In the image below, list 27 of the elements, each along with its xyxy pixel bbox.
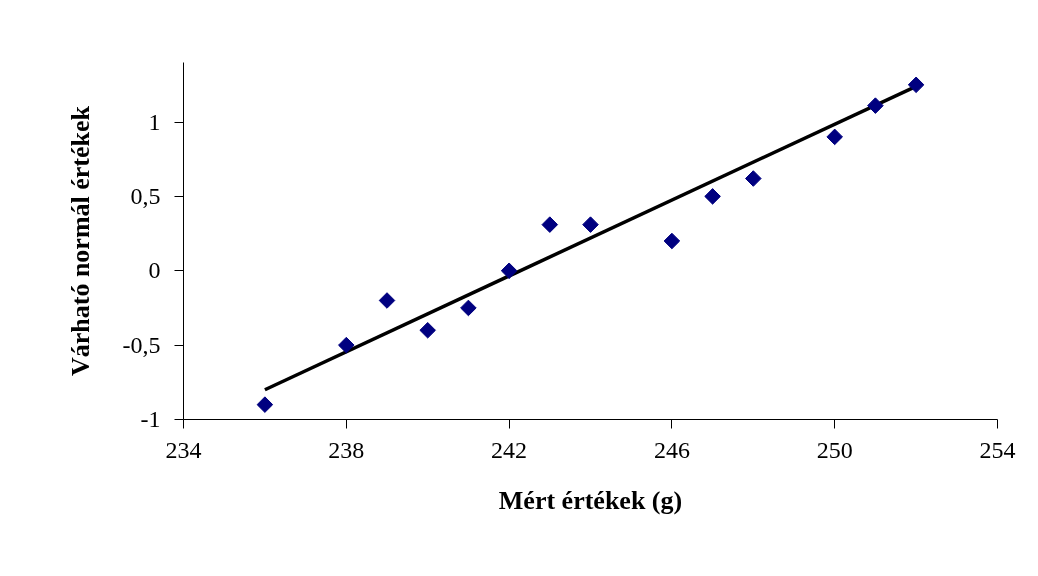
point <box>460 299 477 317</box>
point <box>419 321 436 339</box>
x-tick-label: 234 <box>165 436 202 463</box>
point <box>704 188 721 205</box>
y-tick-label: 1 <box>148 108 161 135</box>
point <box>663 232 681 250</box>
point <box>500 262 518 280</box>
point <box>582 216 599 233</box>
point <box>256 396 274 413</box>
point <box>541 216 559 233</box>
y-tick-label: -0,5 <box>122 331 161 358</box>
y-tick-label: 0 <box>148 257 161 284</box>
y-tick-label: 0,5 <box>130 182 161 209</box>
point <box>826 128 843 146</box>
x-tick-label: 246 <box>653 436 690 463</box>
y-axis-title: Várható normál értékek <box>65 105 95 377</box>
x-tick-label: 250 <box>816 436 853 463</box>
point <box>378 292 396 309</box>
point <box>907 76 925 94</box>
x-tick-label: 242 <box>491 436 528 463</box>
point <box>745 170 762 187</box>
x-tick-label: 238 <box>328 436 365 463</box>
x-tick-label: 254 <box>979 436 1016 463</box>
point <box>338 336 355 354</box>
y-tick-label: -1 <box>140 406 161 432</box>
point <box>867 97 884 114</box>
x-axis-title: Mért értékek (g) <box>498 485 683 515</box>
